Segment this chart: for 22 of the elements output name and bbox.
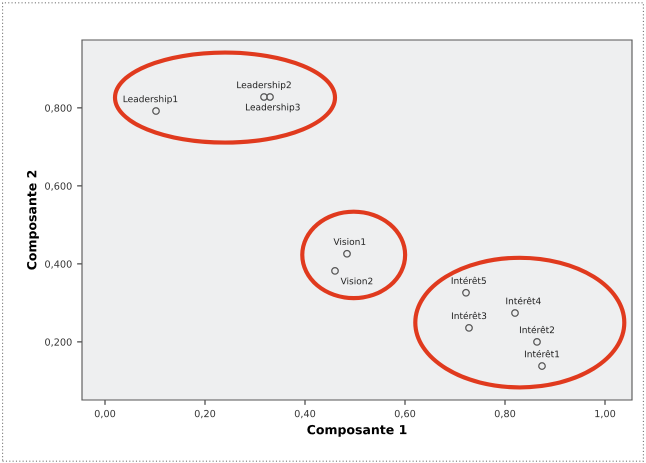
x-tick-label: 0,40	[294, 410, 316, 418]
x-tick-label: 0,80	[494, 410, 516, 418]
annotation: Leadership1	[124, 95, 178, 104]
annotation: Vision1	[334, 238, 366, 246]
x-tick-label: 0,00	[94, 410, 116, 418]
x-tick-label: 0,20	[194, 410, 216, 418]
x-axis-title: Composante 1	[307, 424, 406, 437]
annotation: Leadership3	[246, 103, 300, 112]
annotation: Intérêt1	[524, 350, 560, 358]
y-tick-label: 0,400	[45, 260, 72, 269]
annotation: Vision2	[340, 277, 372, 284]
annotation: Leadership2	[237, 81, 291, 90]
annotation: Intérêt5	[452, 276, 486, 284]
annotation: Intérêt3	[452, 312, 486, 320]
annotation: Intérêt4	[506, 296, 541, 304]
y-axis-title: Composante 2	[27, 170, 39, 270]
x-tick-label: 1,00	[595, 410, 616, 418]
y-tick-label: 0,800	[45, 104, 72, 113]
y-tick-label: 0,600	[45, 182, 72, 191]
annotation: Intérêt2	[520, 326, 554, 334]
y-tick-label: 0,200	[45, 338, 72, 347]
x-tick-label: 0,60	[394, 410, 416, 418]
